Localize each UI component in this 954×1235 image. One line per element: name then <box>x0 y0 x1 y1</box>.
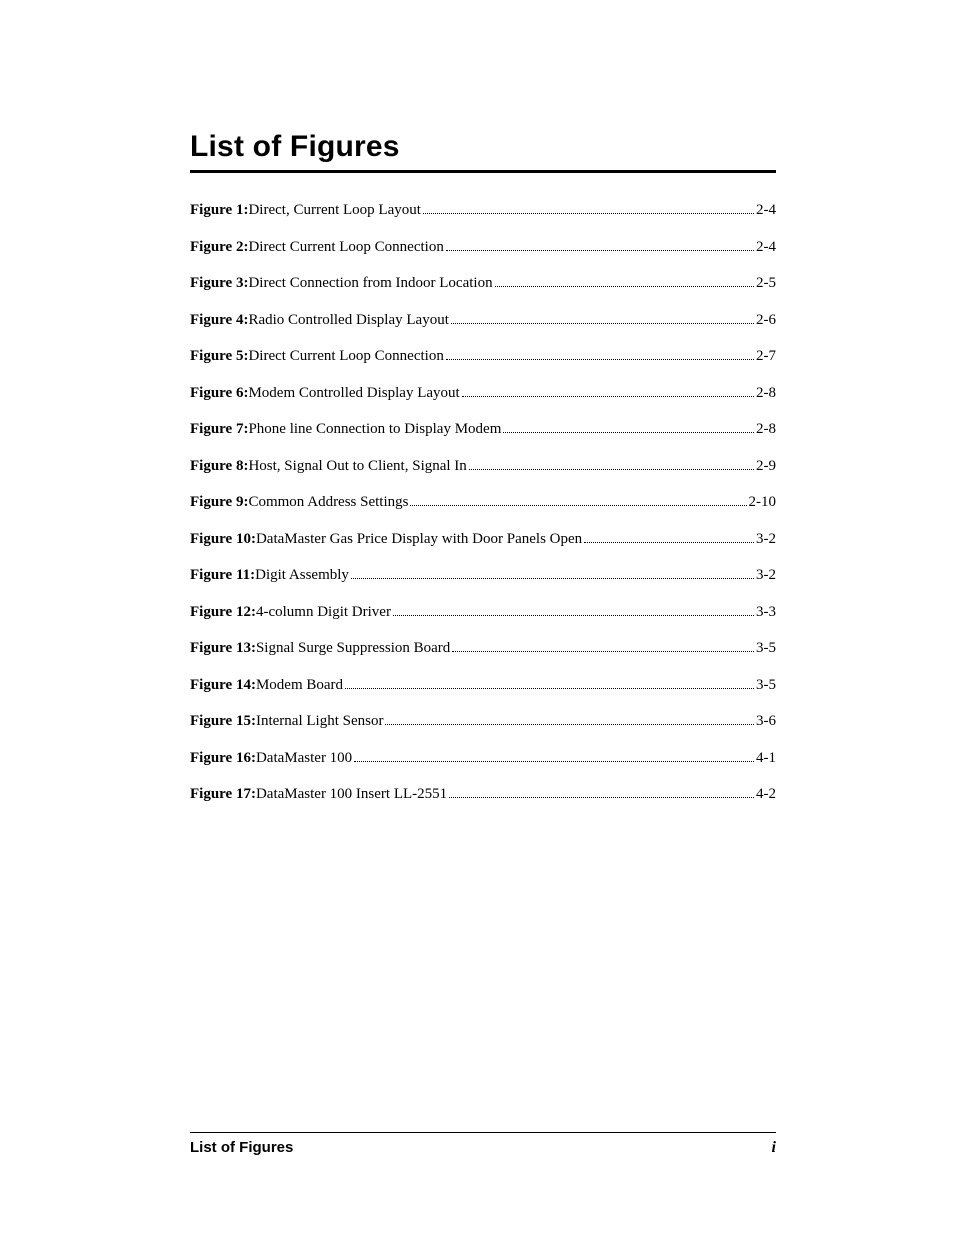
toc-leader-dots <box>354 752 754 762</box>
toc-entry-label: Figure 11: <box>190 568 255 583</box>
toc-entry-label: Figure 6: <box>190 386 248 401</box>
toc-entry-description: Internal Light Sensor <box>256 714 383 729</box>
toc-leader-dots <box>393 606 754 616</box>
toc-entry-description: Host, Signal Out to Client, Signal In <box>248 459 466 474</box>
toc-entry: Figure 1: Direct, Current Loop Layout 2-4 <box>190 203 776 218</box>
toc-entry-label: Figure 2: <box>190 240 248 255</box>
toc-entry-page: 3-5 <box>756 641 776 656</box>
toc-leader-dots <box>452 642 754 652</box>
toc-entry-page: 2-5 <box>756 276 776 291</box>
page-title: List of Figures <box>190 130 776 173</box>
toc-entry: Figure 7: Phone line Connection to Displ… <box>190 422 776 437</box>
toc-entry: Figure 9: Common Address Settings 2-10 <box>190 495 776 510</box>
toc-entry-page: 2-4 <box>756 240 776 255</box>
toc-leader-dots <box>449 788 754 798</box>
footer-section-title: List of Figures <box>190 1139 293 1157</box>
toc-entry: Figure 13: Signal Surge Suppression Boar… <box>190 641 776 656</box>
toc-leader-dots <box>446 350 754 360</box>
toc-entry-page: 2-4 <box>756 203 776 218</box>
toc-entry-description: Modem Controlled Display Layout <box>248 386 459 401</box>
toc-entry-page: 2-9 <box>756 459 776 474</box>
toc-leader-dots <box>469 460 754 470</box>
toc-entry: Figure 5: Direct Current Loop Connection… <box>190 349 776 364</box>
toc-entry-page: 2-6 <box>756 313 776 328</box>
toc-leader-dots <box>495 277 754 287</box>
toc-leader-dots <box>410 496 746 506</box>
toc-entry-description: DataMaster 100 <box>256 751 352 766</box>
toc-leader-dots <box>451 314 754 324</box>
toc-entry-page: 3-2 <box>756 568 776 583</box>
toc-entry-description: Radio Controlled Display Layout <box>248 313 448 328</box>
toc-entry-description: DataMaster Gas Price Display with Door P… <box>256 532 582 547</box>
toc-entry-label: Figure 3: <box>190 276 248 291</box>
toc-entry-page: 4-1 <box>756 751 776 766</box>
toc-entry-page: 3-6 <box>756 714 776 729</box>
toc-entry-label: Figure 14: <box>190 678 256 693</box>
document-page: List of Figures Figure 1: Direct, Curren… <box>0 0 954 1235</box>
toc-entry: Figure 11: Digit Assembly 3-2 <box>190 568 776 583</box>
toc-entry-label: Figure 7: <box>190 422 248 437</box>
toc-entry-label: Figure 5: <box>190 349 248 364</box>
toc-entries: Figure 1: Direct, Current Loop Layout 2-4… <box>190 203 776 802</box>
toc-entry-label: Figure 4: <box>190 313 248 328</box>
toc-entry-page: 2-8 <box>756 386 776 401</box>
toc-entry-description: Signal Surge Suppression Board <box>256 641 450 656</box>
toc-entry-description: Direct, Current Loop Layout <box>248 203 420 218</box>
toc-entry-description: Modem Board <box>256 678 343 693</box>
toc-entry-label: Figure 1: <box>190 203 248 218</box>
toc-entry: Figure 4: Radio Controlled Display Layou… <box>190 313 776 328</box>
footer-page-number: i <box>772 1139 776 1157</box>
toc-leader-dots <box>385 715 754 725</box>
toc-entry-description: DataMaster 100 Insert LL-2551 <box>256 787 447 802</box>
toc-leader-dots <box>462 387 754 397</box>
toc-entry-label: Figure 12: <box>190 605 256 620</box>
toc-entry-page: 3-2 <box>756 532 776 547</box>
toc-entry-description: Common Address Settings <box>248 495 408 510</box>
toc-leader-dots <box>351 569 754 579</box>
toc-entry-page: 3-3 <box>756 605 776 620</box>
toc-leader-dots <box>345 679 754 689</box>
toc-leader-dots <box>584 533 754 543</box>
toc-entry-page: 2-8 <box>756 422 776 437</box>
toc-entry: Figure 3: Direct Connection from Indoor … <box>190 276 776 291</box>
toc-entry-description: Direct Connection from Indoor Location <box>248 276 492 291</box>
toc-entry-description: Direct Current Loop Connection <box>248 240 443 255</box>
toc-entry: Figure 15: Internal Light Sensor 3-6 <box>190 714 776 729</box>
toc-entry-label: Figure 10: <box>190 532 256 547</box>
toc-entry-description: Digit Assembly <box>255 568 349 583</box>
toc-entry: Figure 14: Modem Board 3-5 <box>190 678 776 693</box>
toc-entry: Figure 6: Modem Controlled Display Layou… <box>190 386 776 401</box>
toc-entry-label: Figure 13: <box>190 641 256 656</box>
toc-entry-label: Figure 9: <box>190 495 248 510</box>
toc-entry-page: 2-7 <box>756 349 776 364</box>
toc-entry: Figure 12: 4-column Digit Driver 3-3 <box>190 605 776 620</box>
toc-entry: Figure 2: Direct Current Loop Connection… <box>190 240 776 255</box>
toc-entry-description: Phone line Connection to Display Modem <box>248 422 501 437</box>
page-footer: List of Figures i <box>190 1132 776 1157</box>
toc-entry-description: 4-column Digit Driver <box>256 605 391 620</box>
toc-leader-dots <box>423 204 754 214</box>
toc-entry: Figure 16: DataMaster 100 4-1 <box>190 751 776 766</box>
toc-entry: Figure 10: DataMaster Gas Price Display … <box>190 532 776 547</box>
toc-entry-label: Figure 16: <box>190 751 256 766</box>
toc-entry: Figure 17: DataMaster 100 Insert LL-2551… <box>190 787 776 802</box>
toc-entry-page: 4-2 <box>756 787 776 802</box>
toc-entry-label: Figure 17: <box>190 787 256 802</box>
toc-entry-label: Figure 8: <box>190 459 248 474</box>
toc-entry: Figure 8: Host, Signal Out to Client, Si… <box>190 459 776 474</box>
toc-entry-page: 2-10 <box>749 495 777 510</box>
toc-leader-dots <box>446 241 754 251</box>
toc-leader-dots <box>503 423 754 433</box>
toc-entry-label: Figure 15: <box>190 714 256 729</box>
toc-entry-page: 3-5 <box>756 678 776 693</box>
toc-entry-description: Direct Current Loop Connection <box>248 349 443 364</box>
